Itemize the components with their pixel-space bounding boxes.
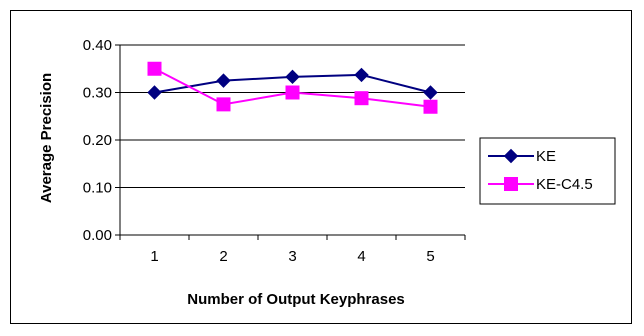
x-axis-title: Number of Output Keyphrases bbox=[187, 291, 405, 308]
y-tick-label: 0.00 bbox=[83, 227, 112, 244]
y-axis-title: Average Precision bbox=[38, 73, 55, 203]
x-tick-label: 4 bbox=[357, 248, 365, 265]
data-point bbox=[285, 69, 300, 85]
data-point bbox=[147, 61, 162, 76]
data-point bbox=[423, 85, 438, 100]
axes bbox=[115, 44, 466, 240]
legend-swatch-marker bbox=[503, 148, 519, 164]
x-tick-label: 2 bbox=[219, 248, 227, 265]
data-point bbox=[216, 97, 231, 112]
data-point bbox=[354, 91, 369, 106]
data-point bbox=[423, 99, 438, 114]
legend-box bbox=[479, 137, 616, 205]
legend-swatch-marker bbox=[504, 177, 518, 191]
series-KE-C4.5 bbox=[147, 61, 438, 114]
series-KE bbox=[147, 67, 438, 100]
x-tick-labels: 1 2 3 4 5 bbox=[150, 248, 434, 265]
x-tick-label: 1 bbox=[150, 248, 158, 265]
legend-label: KE bbox=[536, 148, 556, 165]
y-tick-label: 0.10 bbox=[83, 180, 112, 197]
gridlines bbox=[120, 44, 465, 188]
x-tick-label: 5 bbox=[426, 248, 434, 265]
data-point bbox=[216, 73, 231, 88]
series-lines bbox=[147, 61, 438, 114]
y-tick-label: 0.20 bbox=[83, 132, 112, 149]
data-point bbox=[354, 67, 369, 83]
x-tick-label: 3 bbox=[288, 248, 296, 265]
data-point bbox=[147, 85, 162, 100]
legend-label: KE-C4.5 bbox=[536, 176, 593, 193]
y-tick-labels: 0.00 0.10 0.20 0.30 0.40 bbox=[83, 37, 112, 244]
data-point bbox=[285, 85, 300, 100]
legend: KE KE-C4.5 bbox=[479, 137, 616, 205]
y-tick-label: 0.30 bbox=[83, 85, 112, 102]
y-tick-label: 0.40 bbox=[83, 37, 112, 54]
